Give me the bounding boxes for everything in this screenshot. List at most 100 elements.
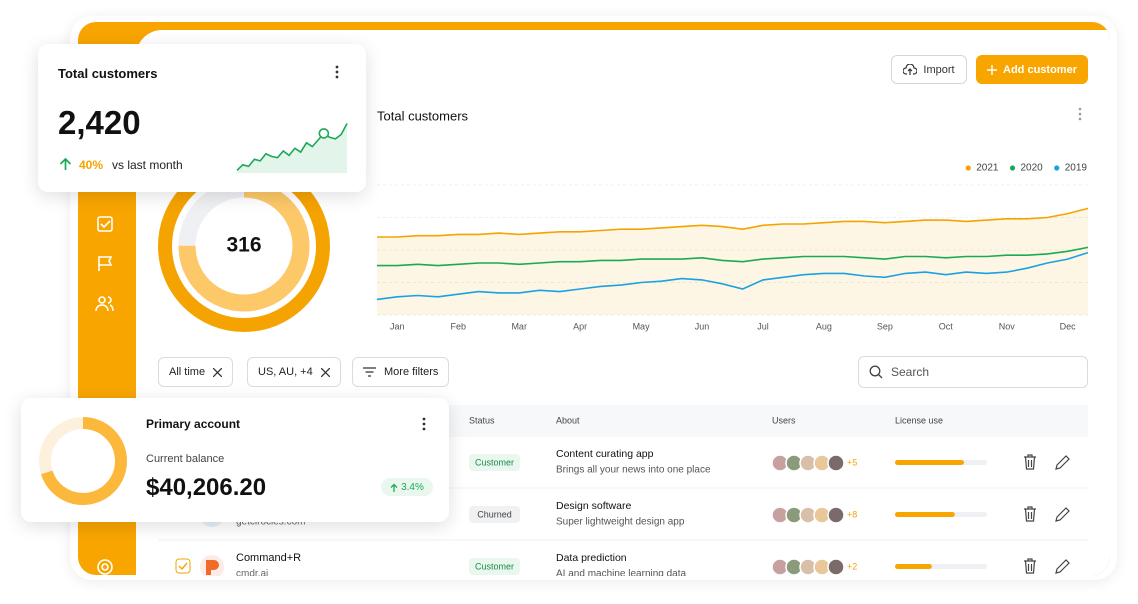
users-more: +8	[847, 509, 857, 519]
tasks-icon[interactable]	[97, 216, 113, 232]
column-header: About	[556, 415, 580, 425]
edit-icon[interactable]	[1055, 455, 1070, 470]
remove-icon[interactable]	[213, 367, 223, 377]
x-tick-label: Dec	[1060, 321, 1077, 331]
users-more: +2	[847, 561, 857, 571]
delete-icon[interactable]	[1024, 558, 1036, 574]
about-subtitle: Super lightweight design app	[556, 517, 685, 528]
status: Customer	[475, 457, 514, 467]
about-title: Data prediction	[556, 552, 627, 564]
remove-icon[interactable]	[320, 367, 330, 377]
search-box[interactable]: Search	[858, 356, 1088, 388]
status-pill	[469, 506, 520, 523]
filter-icon	[363, 367, 376, 377]
account-card: Primary account Current balance $40,206.…	[21, 398, 449, 522]
chip-label: US, AU, +4	[258, 366, 313, 378]
company-website: getcirocles.com	[236, 517, 305, 528]
chart-menu[interactable]	[1078, 107, 1082, 121]
up-arrow	[390, 483, 398, 492]
account-donut	[39, 417, 127, 505]
search-placeholder: Search	[891, 365, 930, 379]
user-avatar[interactable]	[827, 454, 845, 472]
x-tick-label: Mar	[511, 321, 527, 331]
chip-label: All time	[169, 366, 206, 378]
chart-title: Total customers	[377, 108, 469, 123]
up-arrow	[59, 157, 72, 170]
x-tick-label: Jul	[757, 321, 769, 331]
status: Customer	[475, 561, 514, 571]
legend-label[interactable]: 2021	[976, 163, 999, 174]
users-more: +5	[847, 457, 857, 467]
edit-icon[interactable]	[1055, 507, 1070, 522]
sparkline-line	[236, 123, 348, 171]
company-name: Command+R	[236, 552, 301, 564]
legend-swatch	[1009, 165, 1016, 171]
add-customer-label: Add customer	[1003, 63, 1077, 76]
account-title: Primary account	[146, 417, 241, 431]
delete-icon[interactable]	[1024, 506, 1036, 522]
x-tick-label: Jun	[695, 321, 710, 331]
add-customer-button[interactable]: Add customer	[976, 55, 1088, 84]
sparkline-marker	[318, 128, 330, 139]
column-header: License use	[895, 415, 943, 425]
status: Churned	[477, 509, 512, 519]
about-title: Content curating app	[556, 448, 654, 460]
import-button[interactable]: Import	[891, 55, 967, 84]
more-filters-label: More filters	[384, 366, 439, 378]
legend-label[interactable]: 2019	[1065, 163, 1088, 174]
sparkline-area	[237, 123, 347, 173]
license-bar	[895, 512, 955, 517]
user-avatar[interactable]	[827, 506, 845, 524]
legend-label[interactable]: 2020	[1021, 163, 1044, 174]
about-subtitle: Brings all your news into one place	[556, 465, 711, 476]
flag-icon[interactable]	[98, 256, 113, 271]
search-icon	[869, 365, 883, 379]
series-line	[376, 251, 1089, 301]
sparkline	[236, 123, 348, 173]
summary-card: Total customers 2,420 40% vs last month	[38, 44, 366, 192]
card-value: 2,420	[58, 104, 141, 141]
about-subtitle: AI and machine learning data	[556, 569, 687, 580]
plus-icon	[987, 64, 998, 75]
column-header: Users	[772, 415, 796, 425]
x-tick-label: Oct	[939, 321, 954, 331]
delete-icon[interactable]	[1024, 454, 1036, 470]
about-title: Design software	[556, 500, 631, 512]
check	[178, 562, 188, 571]
user-avatar[interactable]	[827, 558, 845, 576]
company-website: cmdr.ai	[236, 569, 268, 580]
license-bar	[895, 460, 964, 465]
legend-swatch	[965, 165, 971, 171]
change-value: 3.4%	[401, 481, 424, 493]
status-pill	[469, 454, 520, 471]
x-tick-label: Sep	[877, 321, 893, 331]
card-title: Total customers	[58, 66, 158, 81]
x-tick-label: Aug	[816, 321, 832, 331]
card-menu[interactable]	[421, 416, 427, 432]
column-header: Status	[469, 415, 495, 425]
x-tick-label: Feb	[450, 321, 466, 331]
balance-label: Current balance	[146, 453, 225, 465]
sidebar-icons	[95, 216, 114, 575]
balance-value: $40,206.20	[146, 474, 267, 501]
more-filters[interactable]: More filters	[352, 357, 450, 387]
upload-icon	[903, 63, 918, 75]
users-icon[interactable]	[98, 296, 106, 304]
x-tick-label: Apr	[573, 321, 587, 331]
status-pill	[469, 558, 520, 575]
help-icon[interactable]	[97, 559, 113, 575]
donut-arc	[39, 417, 127, 505]
import-label: Import	[923, 63, 955, 76]
license-bar	[895, 564, 932, 569]
x-tick-label: Jan	[390, 321, 405, 331]
card-menu[interactable]	[334, 64, 340, 80]
series-line	[377, 207, 1089, 238]
row-checkbox[interactable]	[175, 558, 191, 574]
filter-chip[interactable]: All time	[158, 357, 234, 387]
series-line	[377, 246, 1089, 267]
filter-chip[interactable]: US, AU, +4	[247, 357, 341, 387]
card-change: 40%	[79, 158, 104, 172]
edit-icon[interactable]	[1055, 559, 1070, 574]
x-tick-label: Nov	[999, 321, 1016, 331]
